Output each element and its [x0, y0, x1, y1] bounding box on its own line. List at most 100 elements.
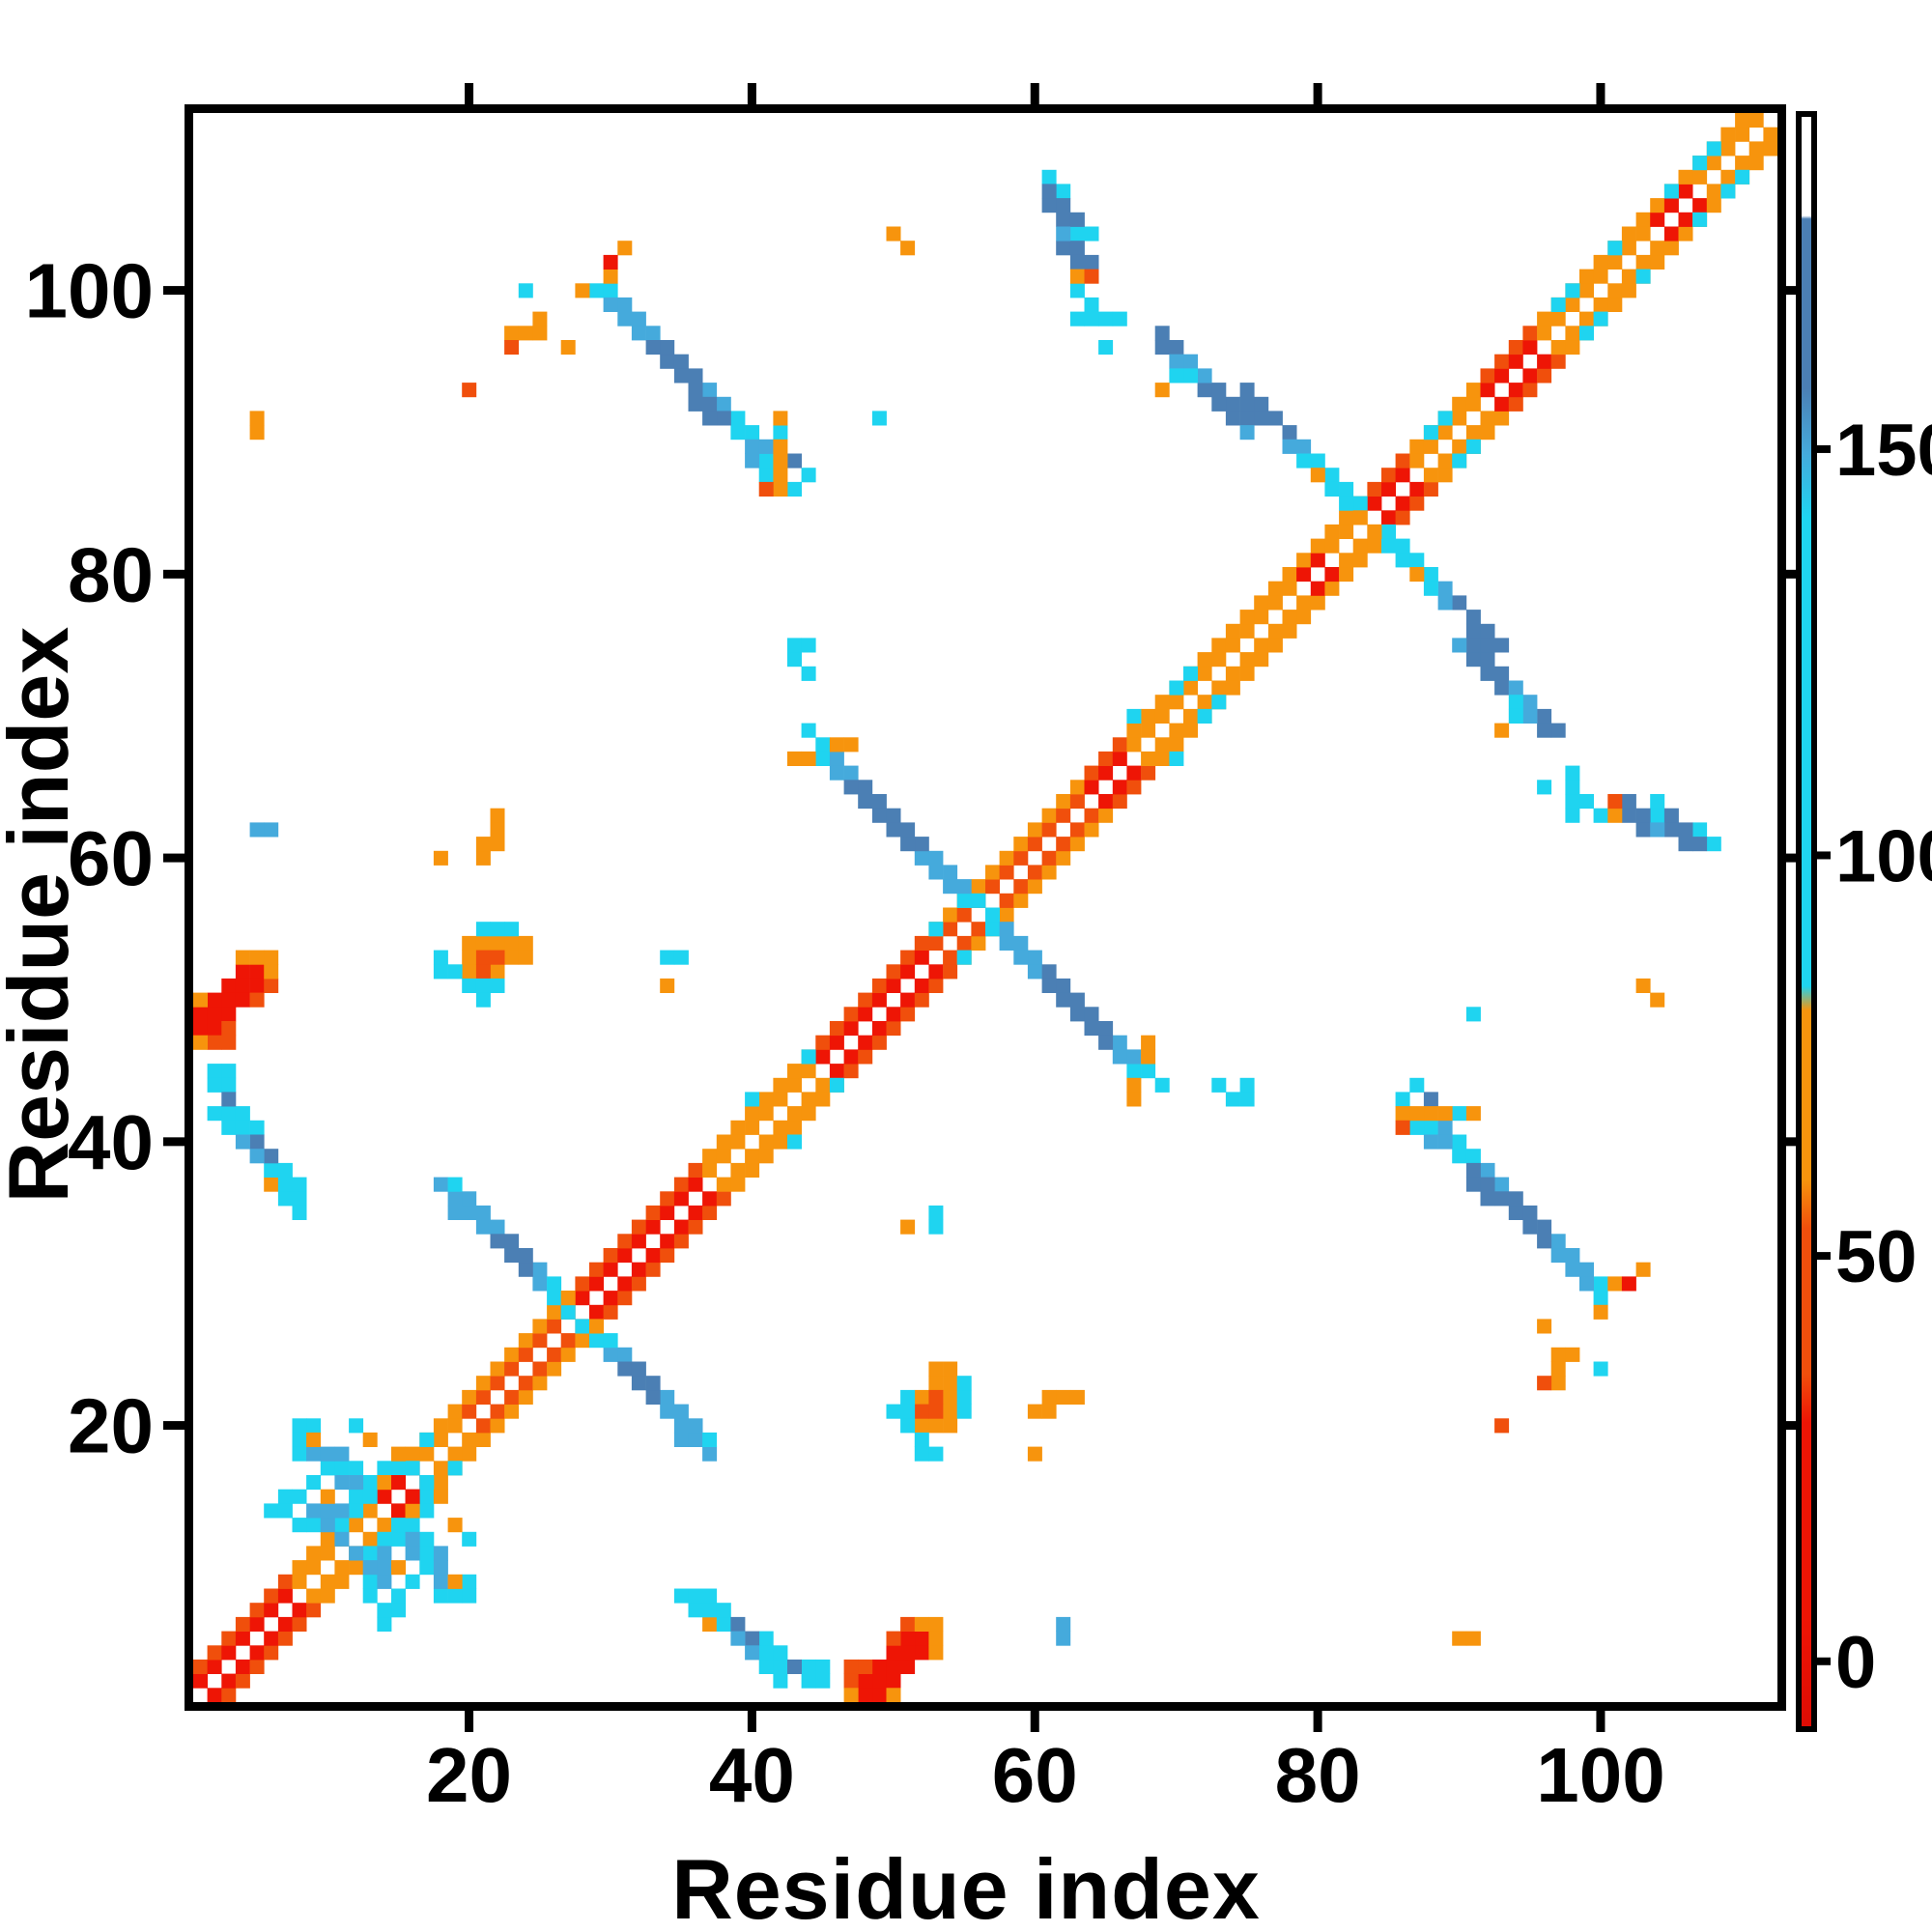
heatmap-cell — [532, 1276, 548, 1292]
heatmap-cell — [603, 1291, 618, 1306]
heatmap-cell — [1452, 396, 1467, 412]
heatmap-cell — [730, 1631, 746, 1646]
heatmap-cell — [716, 1177, 731, 1192]
heatmap-cell — [362, 1531, 378, 1547]
heatmap-cell — [362, 1574, 378, 1589]
heatmap-cell — [829, 751, 844, 766]
heatmap-cell — [1635, 269, 1651, 284]
heatmap-cell — [589, 283, 604, 298]
heatmap-cell — [377, 1475, 392, 1491]
heatmap-cell — [1635, 1262, 1651, 1277]
heatmap-cell — [1480, 425, 1495, 440]
heatmap-cell — [999, 865, 1014, 880]
heatmap-cell — [1154, 383, 1170, 398]
heatmap-cell — [1197, 368, 1212, 384]
heatmap-cell — [1239, 1092, 1255, 1107]
heatmap-cell — [292, 1205, 307, 1220]
heatmap-cell — [801, 723, 816, 738]
heatmap-cell — [1126, 737, 1142, 753]
heatmap-cell — [575, 1319, 590, 1334]
heatmap-cell — [1141, 1064, 1156, 1079]
heatmap-cell — [673, 1191, 689, 1207]
heatmap-cell — [405, 1461, 420, 1476]
heatmap-cell — [1409, 1106, 1425, 1122]
heatmap-cell — [447, 1518, 463, 1533]
heatmap-cell — [1282, 610, 1297, 625]
heatmap-cell — [433, 1461, 448, 1476]
heatmap-cell — [1056, 794, 1071, 810]
heatmap-cell — [391, 1531, 406, 1547]
heatmap-cell — [532, 1333, 548, 1349]
colorbar: 150 100 50 0 — [1796, 111, 1932, 1732]
heatmap-cell — [249, 822, 265, 838]
heatmap-cell — [886, 978, 901, 993]
heatmap-cell — [1395, 553, 1410, 568]
heatmap-cell — [1310, 581, 1325, 596]
heatmap-cell — [971, 893, 986, 908]
heatmap-cell — [900, 964, 916, 980]
heatmap-cell — [1069, 780, 1085, 795]
heatmap-cell — [1154, 340, 1170, 355]
heatmap-cell — [447, 964, 463, 980]
heatmap-cell — [1296, 453, 1312, 469]
heatmap-cell — [1339, 510, 1354, 526]
heatmap-cell — [645, 1376, 661, 1391]
heatmap-cell — [221, 1631, 237, 1646]
heatmap-cell — [1635, 822, 1651, 838]
heatmap-cell — [1197, 383, 1212, 398]
heatmap-cell — [249, 964, 265, 980]
heatmap-cell — [1480, 638, 1495, 653]
x-tick-mark — [1030, 1711, 1039, 1732]
heatmap-cell — [462, 964, 477, 980]
heatmap-cell — [1069, 822, 1085, 838]
heatmap-cell — [405, 1489, 420, 1504]
heatmap-cell — [362, 1503, 378, 1519]
heatmap-cell — [871, 978, 887, 993]
heatmap-cell — [787, 751, 802, 766]
heatmap-cell — [547, 1291, 562, 1306]
heatmap-cell — [1720, 127, 1736, 142]
heatmap-cell — [334, 1461, 350, 1476]
heatmap-cell — [1324, 468, 1340, 483]
heatmap-cell — [1352, 553, 1368, 568]
heatmap-cell — [1324, 567, 1340, 582]
heatmap-cell — [1494, 411, 1510, 426]
heatmap-cell — [1056, 1631, 1071, 1646]
heatmap-cell — [673, 1404, 689, 1419]
heatmap-cell — [1593, 269, 1608, 284]
heatmap-cell — [745, 1162, 760, 1178]
heatmap-cell — [688, 1205, 703, 1220]
heatmap-cell — [745, 1645, 760, 1661]
heatmap-cell — [871, 1688, 887, 1703]
heatmap-cell — [858, 1688, 873, 1703]
heatmap-cell — [306, 1446, 322, 1462]
heatmap-cell — [306, 1546, 322, 1561]
heatmap-cell — [1465, 425, 1481, 440]
heatmap-cell — [1593, 297, 1608, 312]
heatmap-cell — [773, 1673, 788, 1689]
heatmap-cell — [1013, 850, 1029, 866]
heatmap-cell — [1508, 680, 1523, 696]
heatmap-cell — [1027, 1404, 1042, 1419]
heatmap-cell — [589, 1304, 604, 1320]
heatmap-cell — [1254, 411, 1269, 426]
heatmap-cell — [1084, 780, 1099, 795]
heatmap-cell — [914, 1418, 929, 1434]
heatmap-cell — [447, 1404, 463, 1419]
heatmap-cell — [1437, 1134, 1453, 1150]
y-tick-label: 80 — [68, 531, 154, 617]
heatmap-cell — [264, 964, 279, 980]
heatmap-cell — [349, 1560, 364, 1576]
heatmap-cell — [1069, 837, 1085, 852]
heatmap-cell — [1126, 1064, 1142, 1079]
y-tick-label: 20 — [68, 1383, 154, 1469]
heatmap-cell — [235, 992, 250, 1008]
heatmap-cell — [1254, 638, 1269, 653]
heatmap-cell — [1310, 538, 1325, 554]
heatmap-cell — [391, 1588, 406, 1604]
heatmap-cell — [1423, 1120, 1438, 1135]
heatmap-cell — [1437, 453, 1453, 469]
heatmap-cell — [475, 935, 491, 951]
heatmap-cell — [914, 935, 929, 951]
heatmap-cell — [1465, 1149, 1481, 1164]
